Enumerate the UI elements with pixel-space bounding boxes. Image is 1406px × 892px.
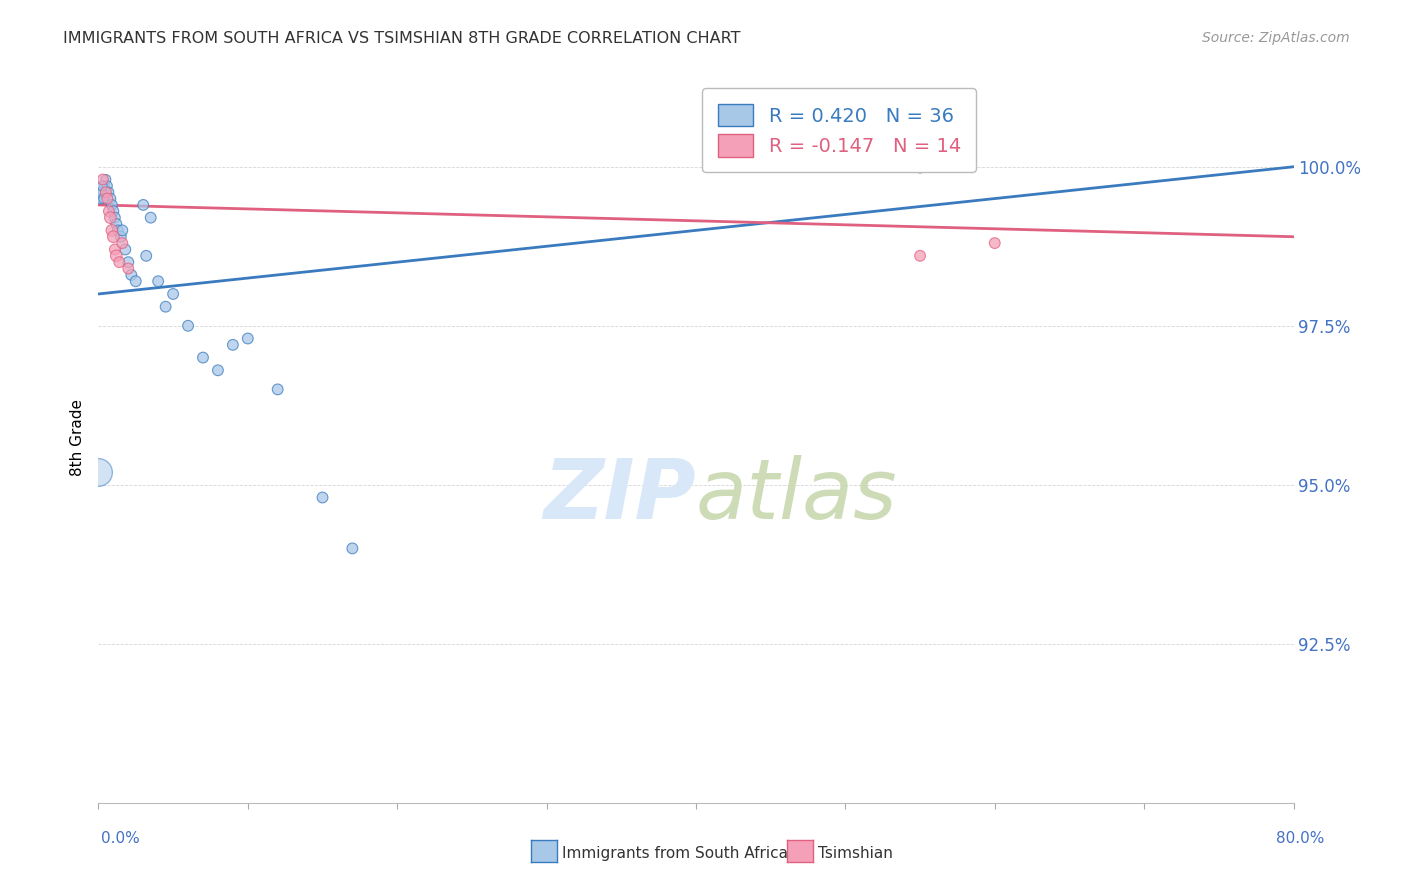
Point (101, 223, 124, 237)
Point (120, 268, 142, 282)
Point (984, 236, 1007, 251)
Text: 0.0%: 0.0% (101, 831, 141, 846)
Point (110, 229, 132, 244)
Point (107, 223, 129, 237)
Point (111, 223, 134, 237)
Point (222, 338, 245, 352)
Point (96, 178, 118, 193)
Text: 80.0%: 80.0% (1277, 831, 1324, 846)
Text: ZIP: ZIP (543, 455, 696, 536)
Text: atlas: atlas (696, 455, 897, 536)
Point (162, 287, 184, 301)
Point (108, 255, 131, 269)
Point (96, 192, 118, 206)
Point (148, 274, 170, 288)
Point (97, 204, 120, 219)
Point (132, 198, 155, 212)
Point (267, 383, 290, 397)
Point (104, 211, 127, 225)
Point (111, 236, 134, 251)
Point (87, 465, 110, 479)
Point (91, 172, 114, 186)
Point (105, 217, 128, 231)
Point (91, 178, 114, 193)
Point (97, 185, 120, 199)
Point (908, 249, 931, 263)
Point (139, 211, 162, 225)
Point (105, 249, 128, 263)
Text: Immigrants from South Africa: Immigrants from South Africa (562, 847, 789, 861)
Point (191, 351, 214, 365)
Point (98, 192, 122, 206)
Point (311, 491, 333, 505)
Point (117, 261, 139, 276)
Point (90, 192, 112, 206)
Point (93, 178, 115, 193)
Point (90, 185, 112, 199)
Point (125, 274, 148, 288)
Point (207, 363, 229, 377)
Point (103, 204, 125, 219)
Text: Source: ZipAtlas.com: Source: ZipAtlas.com (1202, 31, 1350, 45)
Text: IMMIGRANTS FROM SOUTH AFRICA VS TSIMSHIAN 8TH GRADE CORRELATION CHART: IMMIGRANTS FROM SOUTH AFRICA VS TSIMSHIA… (63, 31, 741, 46)
Y-axis label: 8th Grade: 8th Grade (69, 399, 84, 475)
Legend: R = 0.420   N = 36, R = -0.147   N = 14: R = 0.420 N = 36, R = -0.147 N = 14 (703, 88, 976, 172)
Point (342, 541, 364, 556)
Point (101, 198, 124, 212)
Point (91, 185, 114, 199)
Point (104, 243, 127, 257)
Point (236, 331, 259, 345)
Point (908, 160, 931, 174)
Point (114, 243, 136, 257)
Point (94, 172, 117, 186)
Point (94, 185, 117, 199)
Point (135, 249, 157, 263)
Point (155, 300, 177, 314)
Text: Tsimshian: Tsimshian (818, 847, 893, 861)
Point (93, 192, 115, 206)
Point (98, 211, 122, 225)
Point (103, 229, 125, 244)
Point (177, 318, 200, 333)
Point (117, 255, 139, 269)
